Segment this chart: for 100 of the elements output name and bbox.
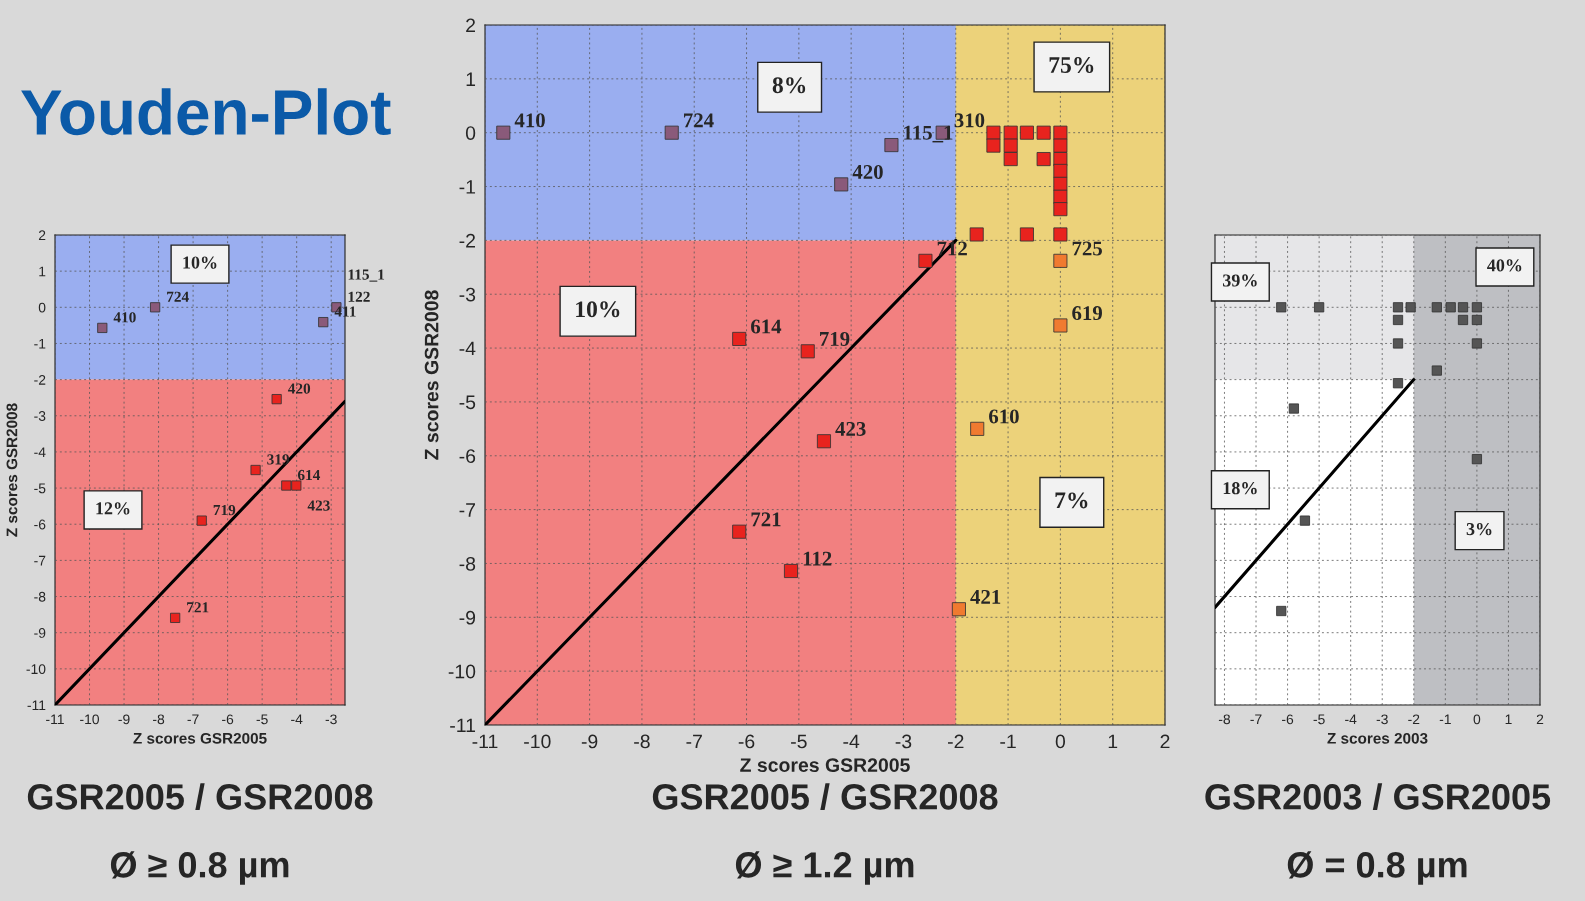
annotation: 619 [1072,306,1102,321]
annotation: 122 [348,291,370,302]
annotation: 724 [167,291,189,302]
text: Youden-Plot [21,88,391,136]
x-tick-label: -5 [256,714,268,725]
y-tick-label: -1 [34,338,46,349]
y-tick-label: -2 [459,233,475,248]
x-tick-label: -6 [222,714,234,725]
y-tick-label: -8 [459,556,476,571]
y-tick-label: -9 [34,628,46,638]
x-tick-label: -6 [738,734,755,749]
x-tick-label: -7 [187,714,199,725]
x-tick-label: -1 [1439,714,1451,725]
text: GSR2005 / GSR2008 [27,783,373,811]
x-tick-label: 2 [1160,734,1170,749]
annotation: 40% [1487,259,1522,272]
y-tick-label: -7 [34,555,46,566]
annotation: 112 [803,551,832,566]
text: Ø ≥ 0.8 µm [110,851,289,885]
annotation: 10% [183,256,217,269]
annotation: 8% [772,77,806,94]
annotation: 75% [1049,56,1094,73]
annotation: 410 [514,113,545,128]
y-tick-label: -4 [34,447,46,457]
y-tick-label: 1 [39,266,46,277]
y-tick-label: -4 [459,341,476,356]
annotation: 3% [1466,522,1492,536]
x-tick-label: -9 [118,714,130,725]
y-tick-label: -2 [34,374,46,385]
y-axis-title: Z scores GSR2008 [424,290,439,460]
x-tick-label: 1 [1108,734,1118,749]
y-tick-label: -11 [27,700,46,711]
x-tick-label: 1 [1505,714,1512,725]
y-tick-label: 2 [38,230,46,241]
text: GSR2003 / GSR2005 [1205,783,1551,811]
y-tick-label: 0 [465,126,476,140]
annotation: 610 [989,409,1019,424]
x-tick-label: -7 [686,734,702,749]
x-tick-label: -4 [1345,714,1357,725]
x-tick-label: -9 [581,734,598,749]
annotation: 12% [96,502,130,515]
y-tick-label: -9 [459,610,476,625]
annotation: 719 [213,504,236,516]
text: Ø ≥ 1.2 µm [735,851,914,885]
x-tick-label: -8 [634,734,650,749]
y-tick-label: -5 [34,483,46,494]
y-tick-label: -1 [459,180,476,194]
annotation: 423 [835,421,866,436]
x-tick-label: -8 [1218,714,1231,725]
y-tick-label: -10 [448,664,476,679]
annotation: 725 [1072,241,1102,256]
x-axis-title: Z scores GSR2005 [133,732,267,744]
x-tick-label: -10 [524,734,551,749]
y-tick-label: -3 [34,411,46,421]
x-tick-label: -10 [80,714,100,725]
annotation: 10% [576,301,620,318]
annotation: 410 [113,312,136,323]
y-tick-label: 2 [466,18,475,33]
y-tick-label: -3 [459,287,476,302]
y-axis-title: Z scores GSR2008 [6,403,18,537]
x-tick-label: -2 [1408,714,1420,725]
x-tick-label: -11 [46,714,64,725]
y-tick-label: -6 [34,519,46,530]
x-tick-label: -3 [325,714,337,725]
x-tick-label: 0 [1055,734,1066,749]
x-tick-label: -4 [843,734,860,749]
annotation: 721 [187,602,209,613]
annotation: 724 [684,113,714,128]
annotation: 721 [751,512,781,527]
x-tick-label: -4 [291,714,303,725]
annotation: 7% [1055,492,1088,509]
x-tick-label: -3 [895,734,912,749]
y-tick-label: -6 [459,449,476,464]
x-tick-label: -6 [1282,714,1294,725]
annotation: 420 [852,164,883,180]
annotation: 614 [751,319,782,334]
annotation: 423 [307,500,330,511]
y-tick-label: -7 [459,503,475,517]
annotation: 115_1 [348,269,385,282]
x-axis-title: Z scores 2003 [1327,732,1428,744]
x-tick-label: 2 [1536,714,1544,725]
annotation: 719 [820,331,850,346]
x-tick-label: -3 [1376,714,1388,725]
x-tick-label: -8 [153,714,165,725]
text: GSR2005 / GSR2008 [652,783,998,811]
y-tick-label: 1 [466,72,476,86]
text: Ø = 0.8 µm [1287,851,1467,885]
y-tick-label: -5 [459,395,476,410]
y-tick-label: 0 [38,302,46,313]
x-tick-label: -2 [947,734,964,749]
y-tick-label: -10 [26,664,46,675]
x-tick-label: 0 [1473,714,1481,725]
annotation: 18% [1223,482,1257,495]
x-tick-label: -5 [791,734,807,749]
x-tick-label: -5 [1313,714,1325,725]
y-tick-label: -8 [34,591,46,602]
x-axis-title: Z scores GSR2005 [740,758,910,772]
x-tick-label: -7 [1250,714,1262,725]
annotation: 319 [267,454,290,465]
x-tick-label: -1 [1000,734,1016,749]
